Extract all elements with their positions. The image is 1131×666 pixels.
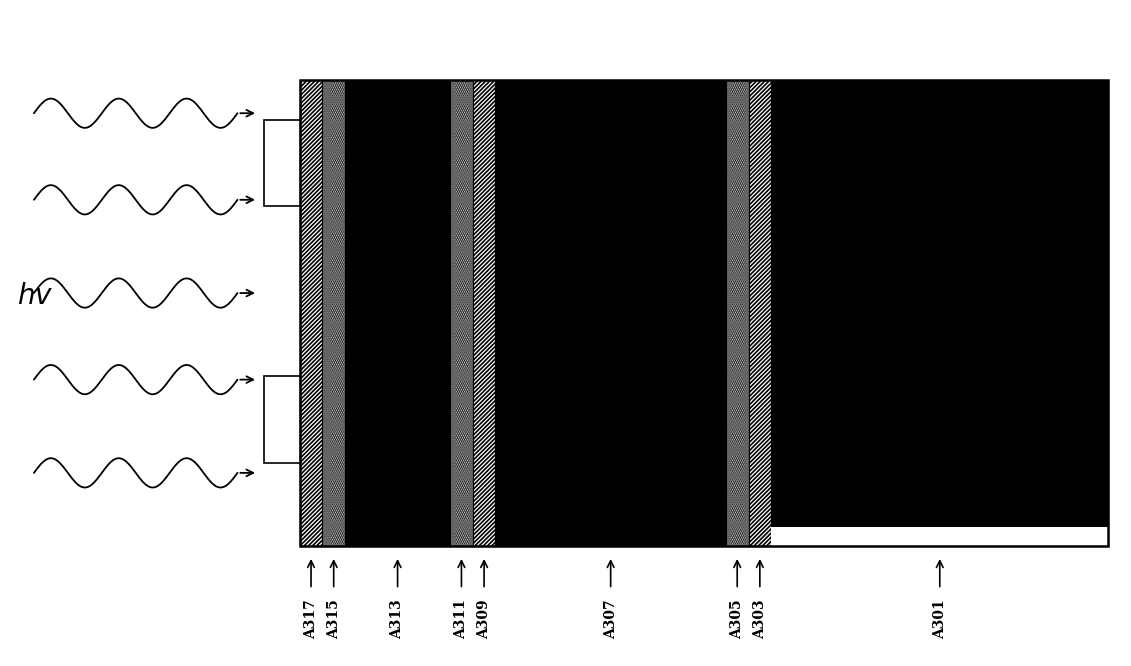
Bar <box>771 527 1108 546</box>
Text: A313: A313 <box>390 599 405 639</box>
Bar <box>300 80 322 546</box>
Text: A317: A317 <box>304 599 318 639</box>
Bar <box>322 80 345 546</box>
Bar <box>300 80 1108 546</box>
Bar <box>771 80 1108 546</box>
Text: A311: A311 <box>455 599 468 639</box>
Text: A307: A307 <box>604 599 618 639</box>
Text: A301: A301 <box>933 599 947 639</box>
Bar <box>264 376 300 463</box>
Bar <box>749 80 771 546</box>
Text: $hv$: $hv$ <box>17 282 53 310</box>
Text: A303: A303 <box>753 599 767 639</box>
Bar <box>495 80 726 546</box>
Text: A309: A309 <box>477 599 491 639</box>
Text: A315: A315 <box>327 599 340 639</box>
Bar <box>726 80 749 546</box>
Bar <box>264 120 300 206</box>
Bar <box>473 80 495 546</box>
Bar <box>345 80 450 546</box>
Bar <box>450 80 473 546</box>
Text: A305: A305 <box>731 599 744 639</box>
